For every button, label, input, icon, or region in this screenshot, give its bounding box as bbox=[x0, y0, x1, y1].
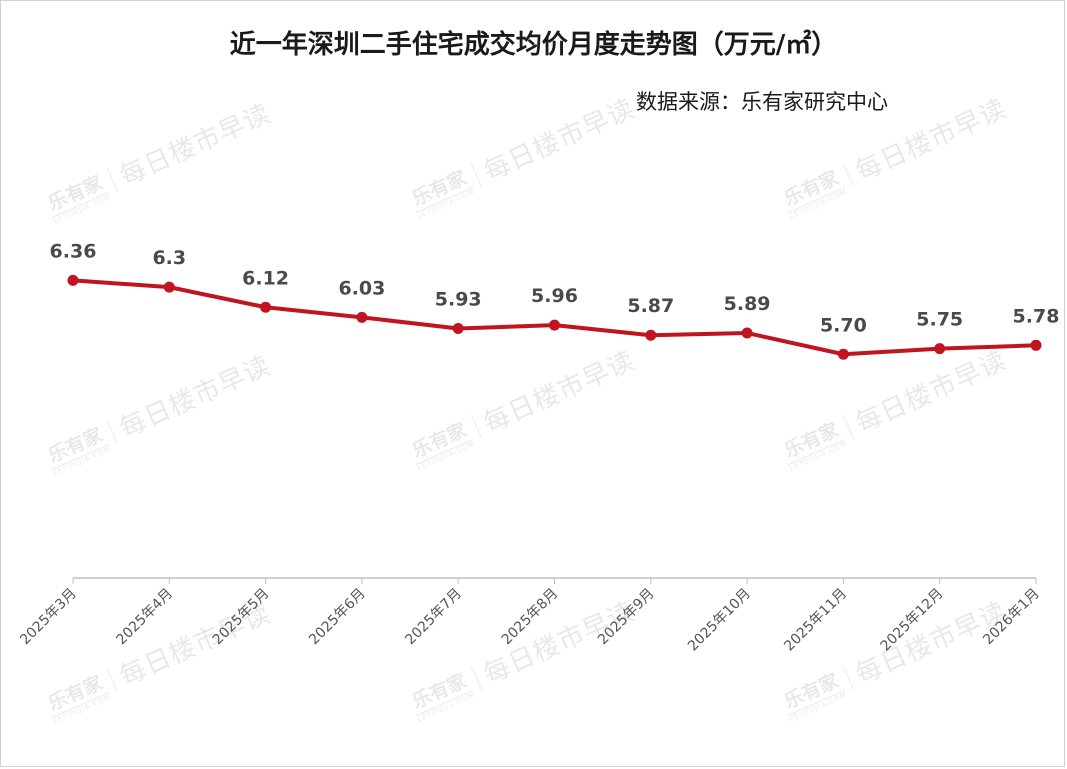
x-tick-label: 2025年10月 bbox=[685, 586, 754, 655]
data-point bbox=[356, 311, 368, 323]
x-tick-label: 2026年1月 bbox=[980, 586, 1043, 649]
data-label: 5.87 bbox=[627, 295, 674, 317]
x-tick-label: 2025年6月 bbox=[306, 586, 369, 649]
x-tick-label: 2025年9月 bbox=[595, 586, 658, 649]
data-label: 5.96 bbox=[531, 285, 578, 307]
x-tick-label: 2025年8月 bbox=[499, 586, 562, 649]
x-tick-label: 2025年12月 bbox=[878, 586, 947, 655]
x-tick-label: 2025年11月 bbox=[781, 586, 850, 655]
data-point bbox=[934, 343, 946, 355]
data-label: 5.78 bbox=[1013, 305, 1060, 327]
data-source: 数据来源：乐有家研究中心 bbox=[636, 90, 888, 114]
data-point bbox=[67, 274, 79, 286]
data-label: 6.3 bbox=[152, 247, 186, 269]
data-label: 6.12 bbox=[242, 267, 289, 289]
data-point bbox=[260, 301, 272, 313]
data-point bbox=[1030, 339, 1042, 351]
data-label: 5.70 bbox=[820, 314, 867, 336]
data-point bbox=[163, 281, 175, 293]
chart-title: 近一年深圳二手住宅成交均价月度走势图（万元/㎡） bbox=[229, 30, 838, 60]
data-label: 5.93 bbox=[435, 289, 482, 311]
data-point bbox=[837, 348, 849, 360]
data-label: 6.03 bbox=[338, 277, 385, 299]
data-point bbox=[549, 319, 560, 331]
data-point bbox=[452, 323, 464, 335]
x-tick-label: 2025年4月 bbox=[114, 586, 177, 649]
x-tick-label: 2025年3月 bbox=[17, 586, 80, 649]
x-tick-label: 2025年7月 bbox=[402, 586, 465, 649]
data-label: 5.75 bbox=[916, 309, 963, 331]
data-label: 6.36 bbox=[50, 240, 97, 262]
data-label: 5.89 bbox=[724, 293, 771, 315]
data-point bbox=[645, 329, 657, 341]
data-point bbox=[741, 327, 753, 339]
x-tick-label: 2025年5月 bbox=[210, 586, 273, 649]
